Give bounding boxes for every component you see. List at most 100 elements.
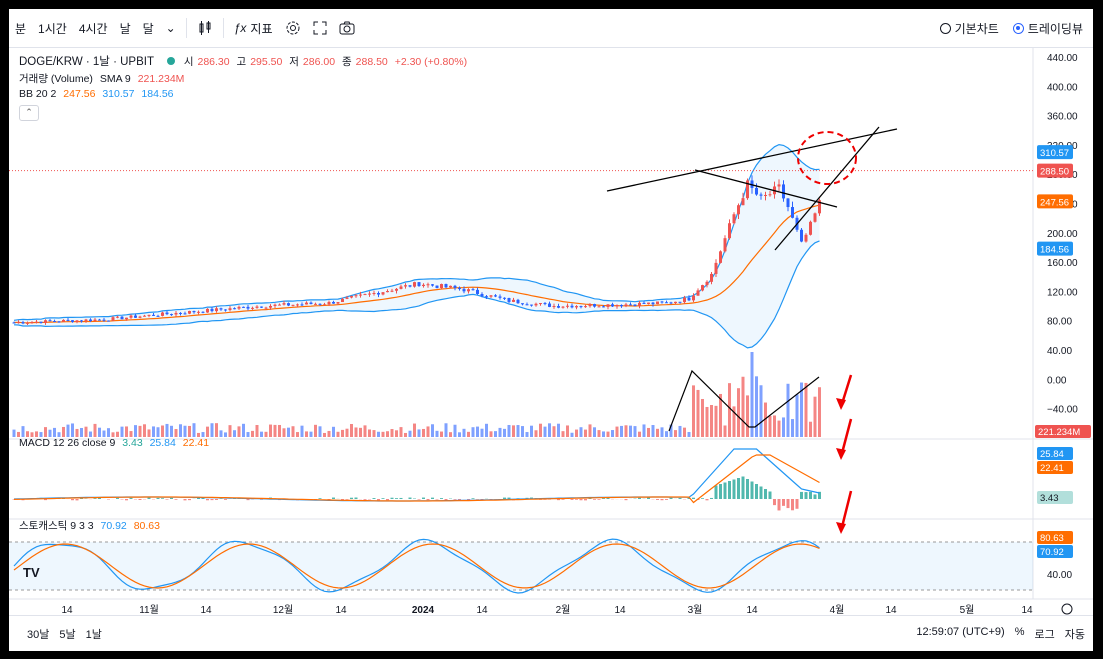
candle-body xyxy=(215,308,218,312)
clock[interactable]: 12:59:07 (UTC+9) xyxy=(916,626,1005,638)
candle-body xyxy=(413,282,416,287)
volume-bar xyxy=(633,426,637,437)
macd-hist-bar xyxy=(773,499,776,506)
volume-bar xyxy=(719,393,722,437)
macd-hist-bar xyxy=(332,497,335,499)
legend-volume[interactable]: 거래량 (Volume) SMA 9 221.234M xyxy=(19,71,188,86)
volume-bar xyxy=(390,429,394,437)
volume-bar xyxy=(161,425,164,437)
volume-bar xyxy=(89,431,92,437)
radio-selected-icon xyxy=(1012,22,1024,34)
price-tick-label: 40.00 xyxy=(1047,346,1072,357)
range-30d[interactable]: 30날 xyxy=(27,629,50,641)
volume-bar xyxy=(237,426,241,437)
volume-bar xyxy=(156,427,160,437)
gear-icon[interactable] xyxy=(279,15,307,41)
interval-minute[interactable]: 분 xyxy=(15,21,27,36)
legend-bb[interactable]: BB 20 2 247.56 310.57 184.56 xyxy=(19,88,178,100)
macd-hist-bar xyxy=(570,499,574,500)
volume-bar xyxy=(399,427,403,437)
volume-bar xyxy=(615,426,619,437)
volume-bar xyxy=(651,425,655,437)
candle-body xyxy=(642,302,646,304)
volume-bar xyxy=(579,427,583,437)
interval-4h[interactable]: 4시간 xyxy=(78,21,108,36)
collapse-legend-icon[interactable]: ⌃ xyxy=(19,105,39,121)
candle-body xyxy=(345,297,349,299)
volume-bar xyxy=(678,425,682,437)
low-label: 저 xyxy=(289,56,299,68)
volume-bar xyxy=(413,423,416,437)
percent-toggle[interactable]: % xyxy=(1014,626,1025,638)
legend-stoch[interactable]: 스토캐스틱 9 3 3 70.92 80.63 xyxy=(19,518,164,533)
candle-body xyxy=(431,284,434,286)
tradingview-logo[interactable]: TV xyxy=(23,565,40,580)
candle-body xyxy=(93,319,97,322)
axis-settings-icon xyxy=(1061,603,1073,615)
candle-body xyxy=(192,310,196,313)
candle-body xyxy=(318,303,322,305)
candle-body xyxy=(705,281,709,286)
open-label: 시 xyxy=(183,56,194,68)
auto-toggle[interactable]: 자동 xyxy=(1064,629,1085,641)
volume-bar xyxy=(386,431,389,437)
macd-hist-bar xyxy=(507,497,511,499)
macd-hist-bar xyxy=(161,498,164,499)
bb-basis-badge: 247.56 xyxy=(1040,197,1069,208)
candle-body xyxy=(75,320,79,322)
basic-chart-label: 기본차트 xyxy=(954,21,999,36)
candle-body xyxy=(539,303,542,305)
macd-hist-bar xyxy=(786,499,790,509)
candle-body xyxy=(723,238,727,252)
volume-bar xyxy=(444,423,448,437)
candle-body xyxy=(768,194,772,196)
macd-hist-bar xyxy=(777,499,781,511)
chevron-down-icon[interactable]: ⌄ xyxy=(165,21,176,35)
legend-macd[interactable]: MACD 12 26 close 9 3.43 25.84 22.41 xyxy=(19,437,213,449)
camera-icon[interactable] xyxy=(333,15,361,41)
interval-1h[interactable]: 1시간 xyxy=(38,21,67,36)
candle-body xyxy=(462,289,466,292)
open-value: 286.30 xyxy=(197,56,230,68)
candle-body xyxy=(350,296,353,298)
range-1d[interactable]: 1날 xyxy=(85,629,102,641)
range-5d[interactable]: 5날 xyxy=(59,629,76,641)
interval-month[interactable]: 달 xyxy=(142,21,154,36)
macd-hist-bar xyxy=(426,499,430,501)
candle-body xyxy=(107,320,110,322)
volume-bar xyxy=(66,424,70,437)
candle-type-icon[interactable] xyxy=(191,15,219,41)
macd-line xyxy=(13,448,820,502)
candle-body xyxy=(512,299,515,302)
volume-bar xyxy=(269,424,272,437)
macd-hist-bar xyxy=(750,481,754,499)
price-chart[interactable]: 440.00400.00360.00320.00280.00240.00200.… xyxy=(9,47,1093,615)
volume-bar xyxy=(327,430,331,437)
volume-bar xyxy=(273,424,277,437)
volume-bar xyxy=(120,426,124,437)
macd-name: MACD 12 26 close 9 xyxy=(19,437,116,449)
tradingview-chart-option[interactable]: 트레이딩뷰 xyxy=(1012,20,1083,37)
candle-body xyxy=(485,296,488,298)
macd-hist-bar xyxy=(354,497,358,499)
macd-hist-bar xyxy=(575,499,578,500)
volume-bar xyxy=(737,388,740,437)
candle-body xyxy=(516,299,520,304)
interval-day[interactable]: 날 xyxy=(119,21,131,36)
log-toggle[interactable]: 로그 xyxy=(1034,629,1055,641)
time-tick-label: 12월 xyxy=(273,604,293,615)
volume-bar xyxy=(219,430,223,437)
volume-bar xyxy=(525,432,529,437)
candle-body xyxy=(422,284,425,287)
candle-body xyxy=(813,213,817,222)
basic-chart-option[interactable]: 기본차트 xyxy=(939,20,999,37)
indicators-button[interactable]: ƒx 지표 xyxy=(228,15,279,41)
macd-hist-bar xyxy=(701,498,704,499)
volume-bar xyxy=(440,431,443,437)
candle-body xyxy=(300,304,304,306)
volume-bar xyxy=(800,382,803,437)
macd-hist-bar xyxy=(183,499,187,501)
fullscreen-icon[interactable] xyxy=(307,15,333,41)
time-tick-label: 2024 xyxy=(412,605,435,615)
candle-body xyxy=(273,304,277,306)
